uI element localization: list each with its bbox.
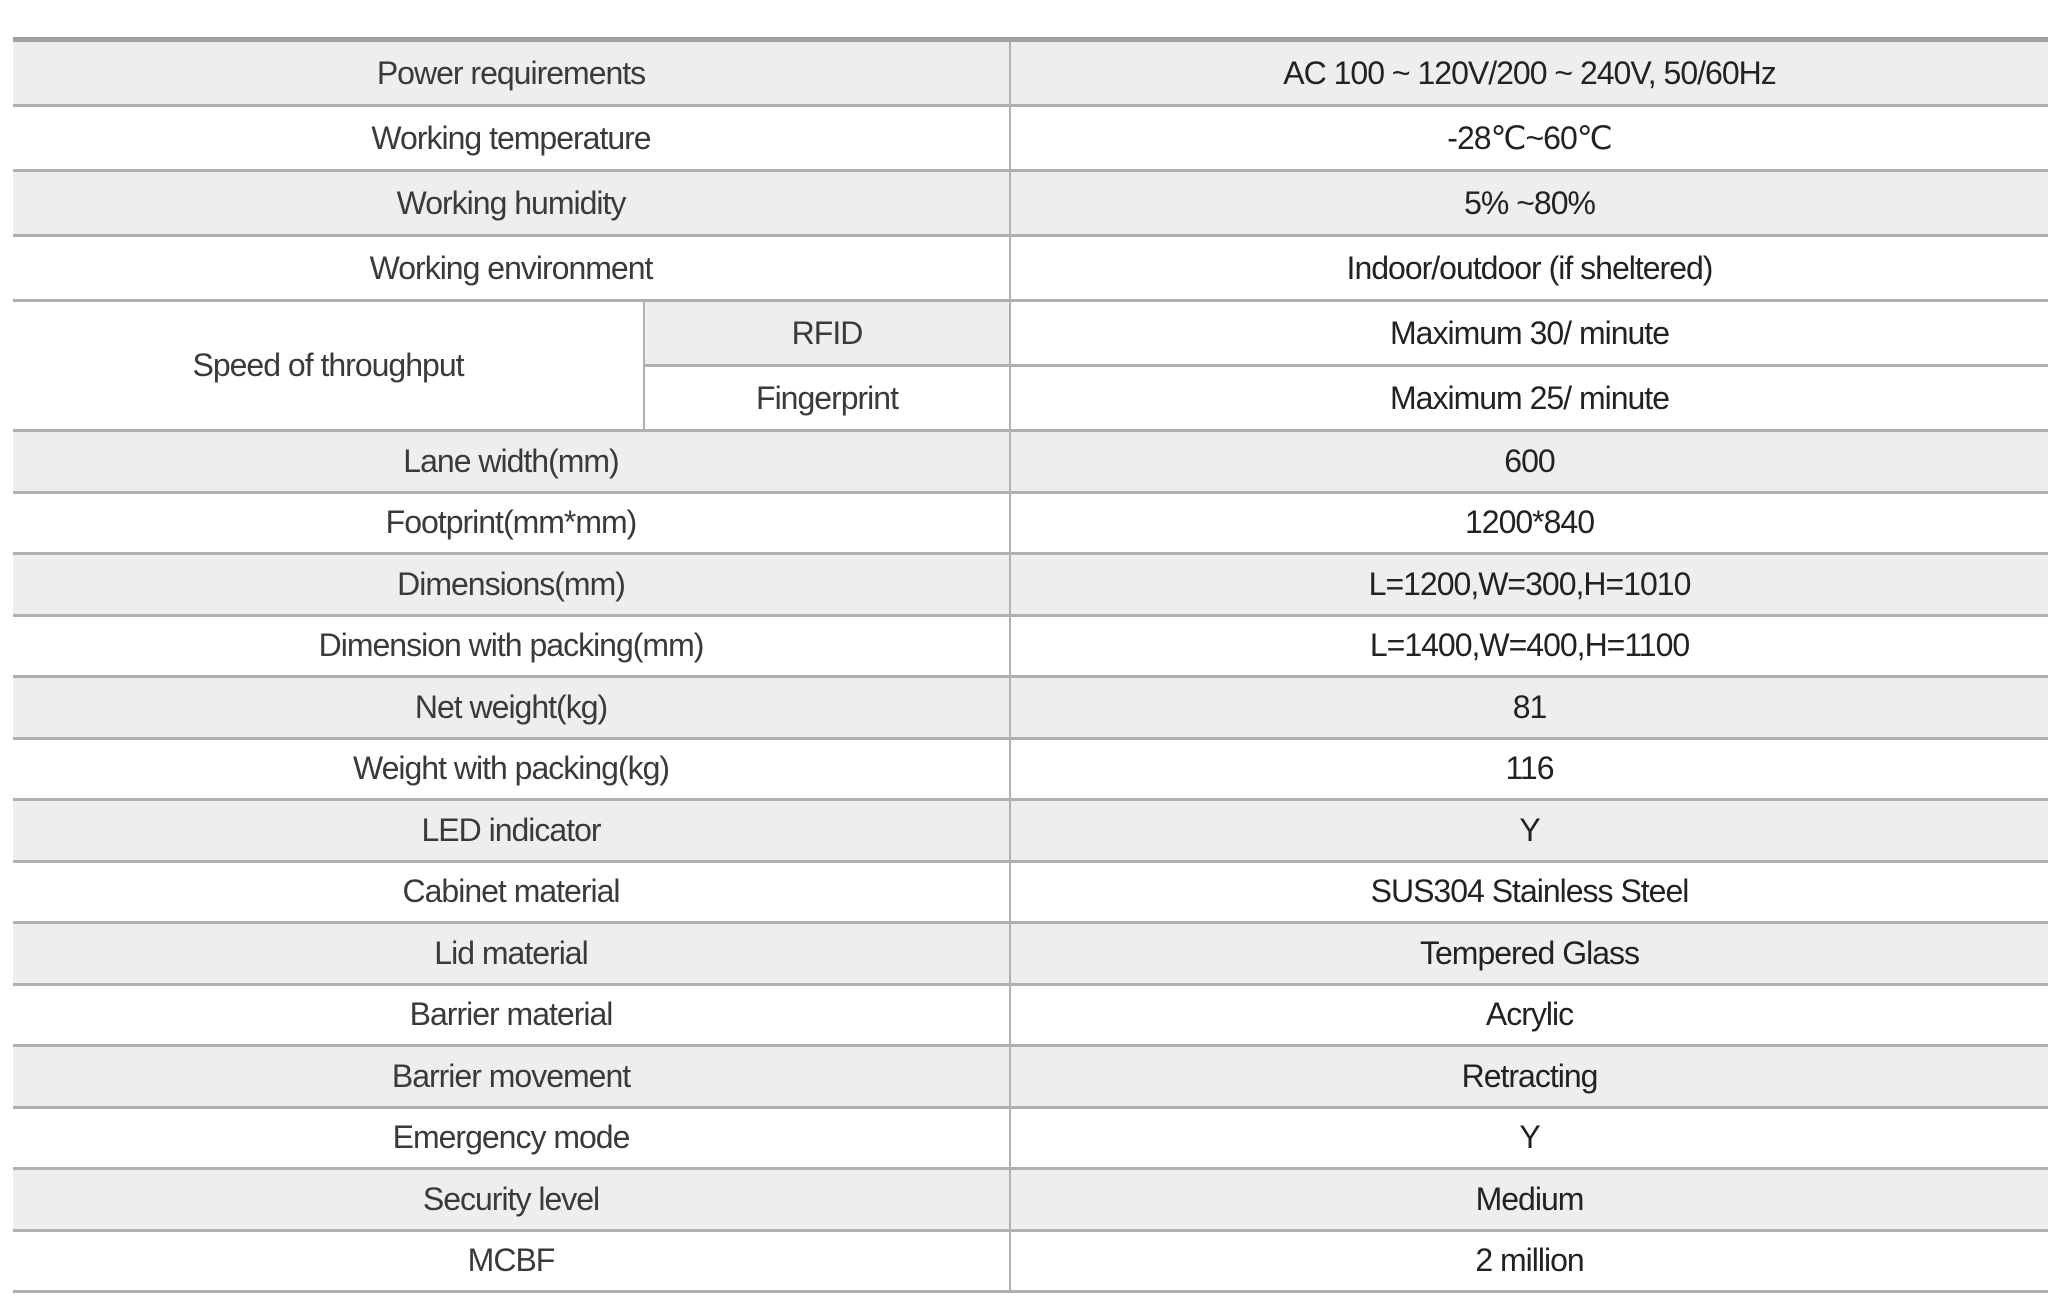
- table-row: Security level Medium: [13, 1168, 2048, 1232]
- table-row: Net weight(kg) 81: [13, 676, 2048, 740]
- spec-label: Dimension with packing(mm): [13, 615, 1010, 678]
- spec-label: Working temperature: [13, 105, 1010, 172]
- table-row: Footprint(mm*mm) 1200*840: [13, 492, 2048, 555]
- spec-value: SUS304 Stainless Steel: [1009, 861, 2048, 924]
- table-row: Emergency mode Y: [13, 1107, 2048, 1170]
- spec-value: Y: [1009, 799, 2048, 863]
- spec-label: Lid material: [13, 922, 1010, 986]
- spec-label: Net weight(kg): [13, 676, 1010, 740]
- spec-value: Medium: [1009, 1168, 2048, 1232]
- spec-label: Power requirements: [13, 39, 1010, 107]
- spec-value: AC 100 ~ 120V/200 ~ 240V, 50/60Hz: [1009, 39, 2048, 107]
- spec-value: 5% ~80%: [1009, 170, 2048, 237]
- table-row: Dimension with packing(mm) L=1400,W=400,H…: [13, 615, 2048, 678]
- spec-sublabel: Fingerprint: [643, 365, 1010, 432]
- spec-value: Acrylic: [1009, 984, 2048, 1047]
- table-row: Weight with packing(kg) 116: [13, 738, 2048, 801]
- spec-table: Power requirements AC 100 ~ 120V/200 ~ 24…: [13, 37, 2048, 1293]
- spec-value: L=1200,W=300,H=1010: [1009, 553, 2048, 617]
- spec-value: Tempered Glass: [1009, 922, 2048, 986]
- table-row: Lid material Tempered Glass: [13, 922, 2048, 986]
- spec-value: 1200*840: [1009, 492, 2048, 555]
- spec-label: Working humidity: [13, 170, 1010, 237]
- spec-label: Barrier movement: [13, 1045, 1010, 1109]
- spec-label: Lane width(mm): [13, 430, 1010, 494]
- spec-value: Retracting: [1009, 1045, 2048, 1109]
- table-row: Working humidity 5% ~80%: [13, 170, 2048, 237]
- spec-value: 116: [1009, 738, 2048, 801]
- table-row: Working temperature -28℃~60℃: [13, 105, 2048, 172]
- spec-label: Emergency mode: [13, 1107, 1010, 1170]
- spec-value: -28℃~60℃: [1009, 105, 2048, 172]
- spec-label: Working environment: [13, 235, 1010, 302]
- table-row: Speed of throughput RFID Maximum 30/ min…: [13, 300, 2048, 432]
- spec-value: Maximum 25/ minute: [1009, 365, 2048, 432]
- spec-value: 2 million: [1009, 1230, 2048, 1293]
- spec-label: Security level: [13, 1168, 1010, 1232]
- spec-label: Dimensions(mm): [13, 553, 1010, 617]
- table-row: Working environment Indoor/outdoor (if sh…: [13, 235, 2048, 302]
- spec-value: L=1400,W=400,H=1100: [1009, 615, 2048, 678]
- spec-label: Speed of throughput: [13, 300, 644, 432]
- table-row: Cabinet material SUS304 Stainless Steel: [13, 861, 2048, 924]
- table-row: Barrier material Acrylic: [13, 984, 2048, 1047]
- spec-value: 81: [1009, 676, 2048, 740]
- table-row: Fingerprint Maximum 25/ minute: [13, 365, 2048, 432]
- spec-value: Indoor/outdoor (if sheltered): [1009, 235, 2048, 302]
- spec-label: Weight with packing(kg): [13, 738, 1010, 801]
- spec-label: Footprint(mm*mm): [13, 492, 1010, 555]
- table-row: Power requirements AC 100 ~ 120V/200 ~ 24…: [13, 39, 2048, 107]
- table-row: LED indicator Y: [13, 799, 2048, 863]
- spec-label: Barrier material: [13, 984, 1010, 1047]
- spec-label: MCBF: [13, 1230, 1010, 1293]
- spec-sublabel: RFID: [643, 300, 1010, 367]
- spec-value: Y: [1009, 1107, 2048, 1170]
- spec-value: 600: [1009, 430, 2048, 494]
- table-row: Lane width(mm) 600: [13, 430, 2048, 494]
- spec-value: Maximum 30/ minute: [1009, 300, 2048, 367]
- spec-label: Cabinet material: [13, 861, 1010, 924]
- table-row: Dimensions(mm) L=1200,W=300,H=1010: [13, 553, 2048, 617]
- table-row: MCBF 2 million: [13, 1230, 2048, 1293]
- table-row: Barrier movement Retracting: [13, 1045, 2048, 1109]
- spec-label: LED indicator: [13, 799, 1010, 863]
